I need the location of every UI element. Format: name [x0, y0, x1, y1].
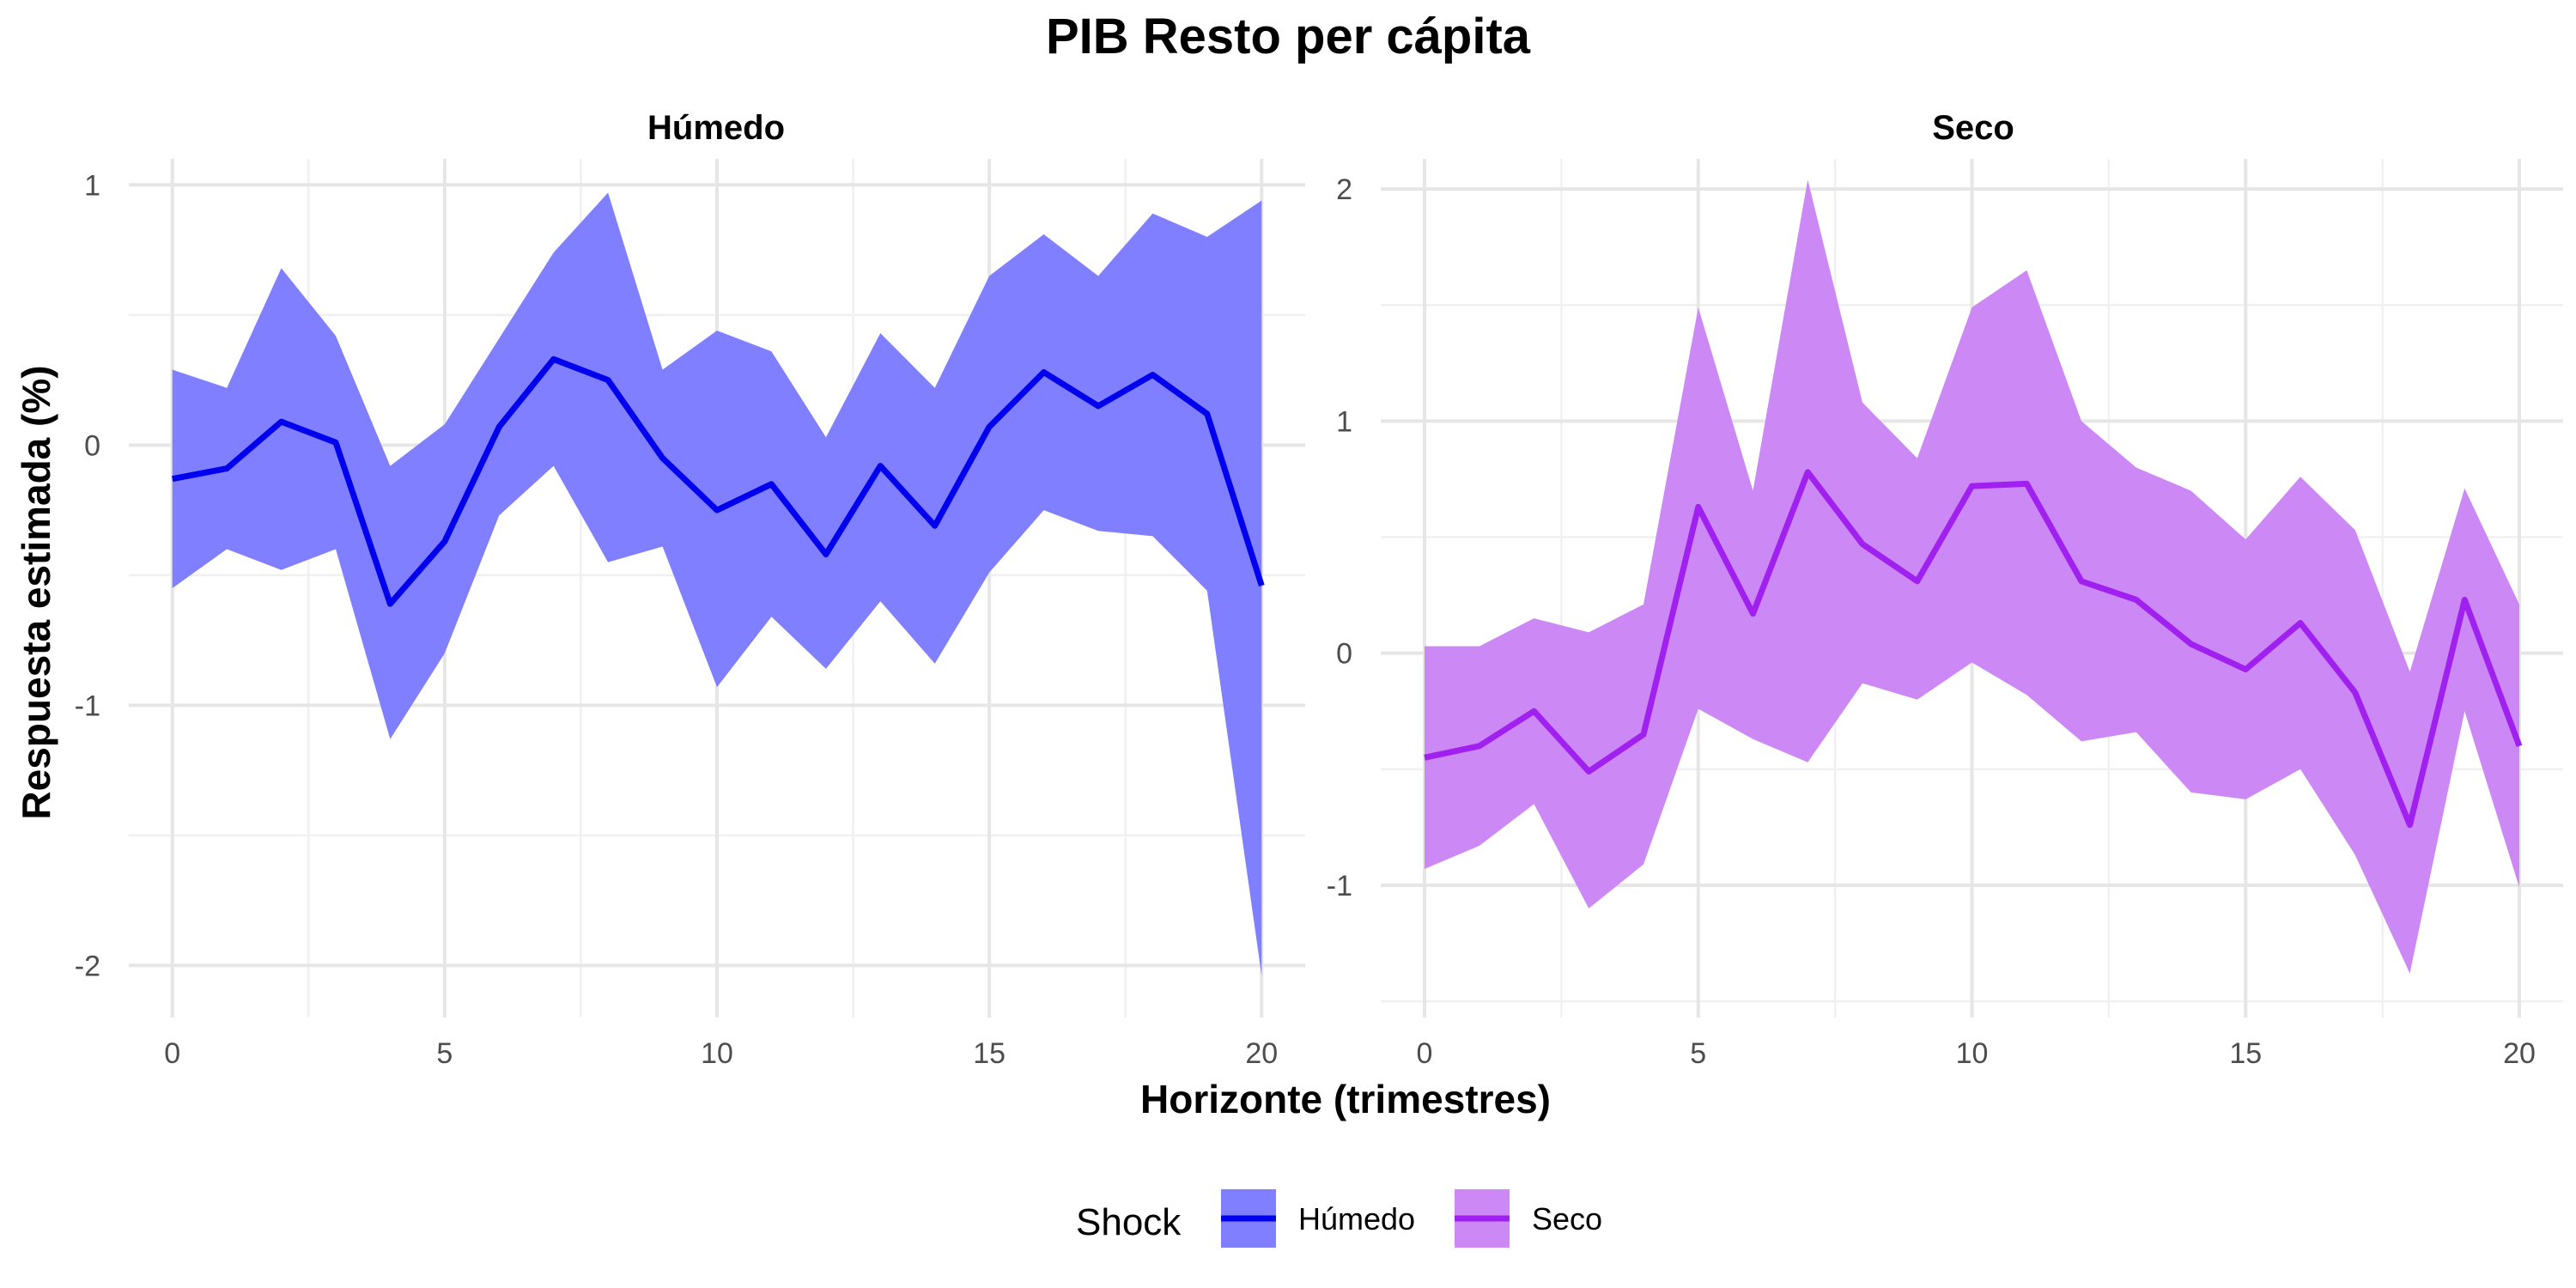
- chart-title: PIB Resto per cápita: [1046, 9, 1531, 64]
- legend-title: Shock: [1076, 1201, 1182, 1243]
- y-tick-label: 1: [84, 169, 100, 202]
- x-tick-label: 15: [2229, 1037, 2262, 1070]
- x-tick-label: 5: [436, 1037, 453, 1070]
- legend: Shock Húmedo Seco: [1076, 1189, 1602, 1248]
- x-tick-label: 5: [1690, 1037, 1706, 1070]
- confidence-band: [1425, 179, 2519, 974]
- estimate-line: [1424, 469, 2523, 829]
- y-tick-label: -1: [75, 690, 100, 722]
- panel-humedo: 0 5 10 15 20 -2 -1 0 1: [75, 159, 1305, 1070]
- x-tick-label: 10: [701, 1037, 733, 1070]
- y-axis-title: Respuesta estimada (%): [14, 365, 58, 819]
- legend-label-humedo: Húmedo: [1298, 1201, 1415, 1236]
- panel-seco: 0 5 10 15 20 -1 0 1 2: [1327, 159, 2563, 1070]
- y-tick-label: 2: [1336, 173, 1352, 206]
- facet-label-seco: Seco: [1932, 109, 2014, 147]
- x-tick-label: 10: [1956, 1037, 1989, 1070]
- x-tick-label: 0: [1417, 1037, 1433, 1070]
- confidence-band: [172, 192, 1262, 976]
- y-tick-label: 1: [1336, 405, 1352, 438]
- legend-label-seco: Seco: [1532, 1201, 1602, 1236]
- y-tick-label: -1: [1327, 870, 1352, 902]
- estimate-line: [172, 355, 1265, 607]
- x-tick-label: 0: [164, 1037, 180, 1070]
- x-axis-title: Horizonte (trimestres): [1140, 1077, 1551, 1121]
- x-tick-label: 20: [2503, 1037, 2536, 1070]
- y-tick-label: -2: [75, 950, 100, 982]
- facet-label-humedo: Húmedo: [647, 109, 785, 147]
- y-tick-label: 0: [84, 429, 100, 462]
- x-tick-label: 15: [973, 1037, 1005, 1070]
- y-tick-label: 0: [1336, 638, 1352, 671]
- x-tick-label: 20: [1245, 1037, 1278, 1070]
